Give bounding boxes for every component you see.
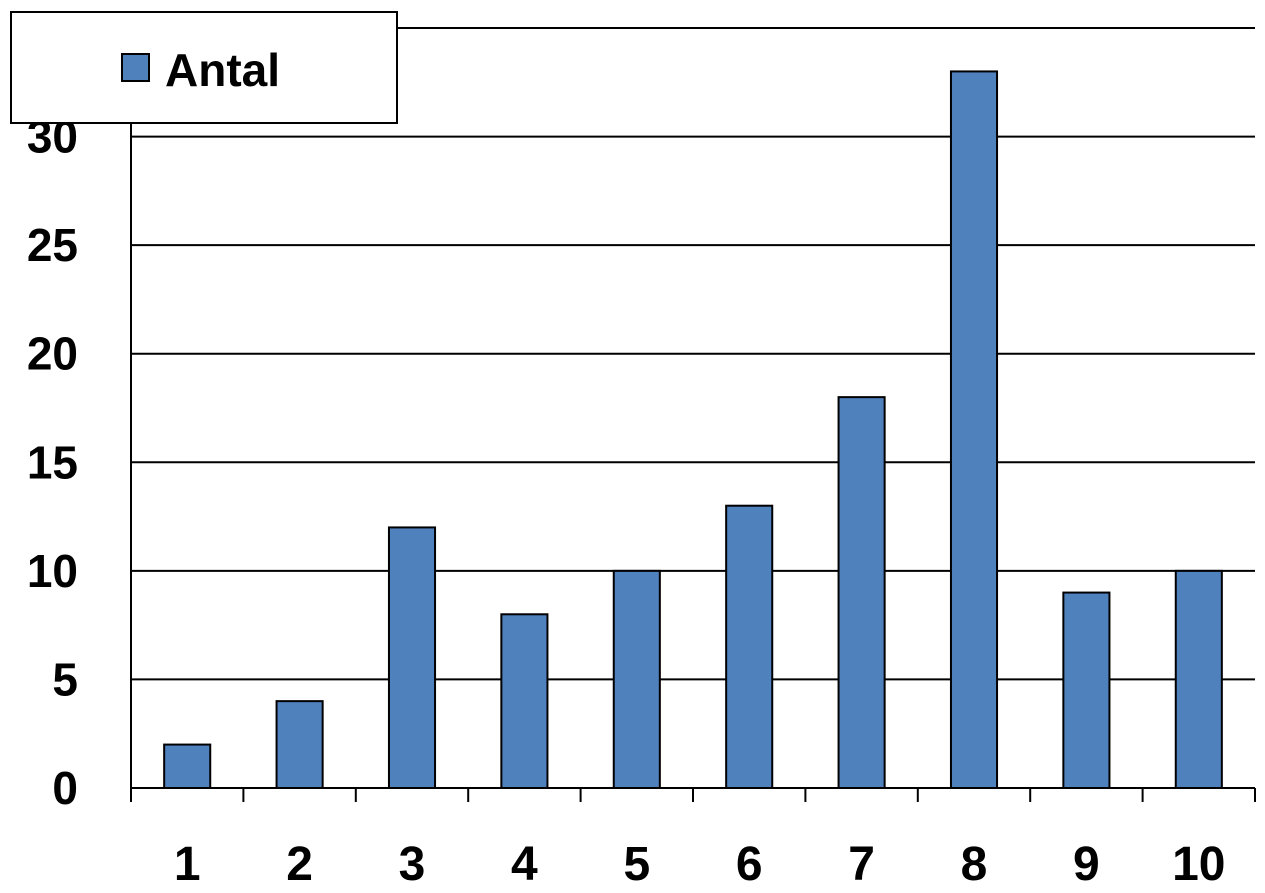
y-tick-label-5: 5 [52,653,78,705]
y-tick-label-10: 10 [27,545,78,597]
bar-4 [500,613,549,789]
y-tick-label-0: 0 [52,762,78,814]
y-tick-label-20: 20 [27,328,78,380]
bar-10 [1174,569,1223,789]
x-tick-label-6: 6 [736,838,763,888]
y-tick-label-15: 15 [27,436,78,488]
y-tick-label-25: 25 [27,219,78,271]
bar-6 [725,504,774,789]
x-tick-label-7: 7 [848,838,875,888]
bar-7 [837,396,886,789]
legend-label: Antal [165,44,280,96]
y-tick-labels: 05101520253035 [27,2,78,814]
legend-swatch [121,53,150,82]
x-tick-label-5: 5 [623,838,650,888]
x-tick-label-8: 8 [961,838,988,888]
x-tick-label-3: 3 [399,838,426,888]
x-tick-label-10: 10 [1172,838,1225,888]
bar-2 [275,700,324,790]
bar-3 [387,526,437,790]
bar-5 [612,569,661,789]
legend-box [10,11,398,124]
bar-1 [163,743,212,789]
x-tick-label-4: 4 [511,838,538,888]
bars [163,70,1223,790]
bar-9 [1062,591,1111,789]
legend: Antal [10,11,398,124]
x-tick-label-9: 9 [1073,838,1100,888]
bar-8 [949,70,999,789]
x-tick-label-1: 1 [174,838,201,888]
gridlines [131,27,1255,681]
x-tick-labels: 1 2 3 4 5 6 7 8 9 10 [174,838,1226,891]
x-tick-label-2: 2 [286,838,313,888]
